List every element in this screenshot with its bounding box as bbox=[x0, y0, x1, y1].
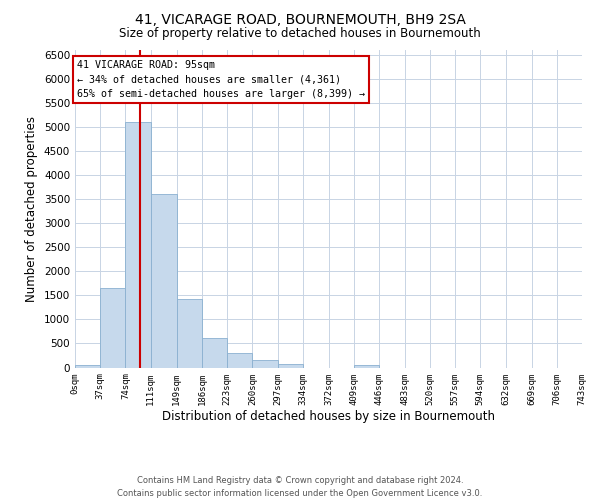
Text: 41 VICARAGE ROAD: 95sqm
← 34% of detached houses are smaller (4,361)
65% of semi: 41 VICARAGE ROAD: 95sqm ← 34% of detache… bbox=[77, 60, 365, 99]
Bar bbox=[151, 194, 176, 368]
Bar bbox=[202, 338, 227, 368]
Bar bbox=[100, 288, 125, 368]
Bar bbox=[176, 299, 202, 368]
Bar bbox=[253, 360, 278, 368]
Text: Contains HM Land Registry data © Crown copyright and database right 2024.
Contai: Contains HM Land Registry data © Crown c… bbox=[118, 476, 482, 498]
Bar bbox=[75, 365, 100, 368]
Bar bbox=[278, 364, 303, 368]
Text: Size of property relative to detached houses in Bournemouth: Size of property relative to detached ho… bbox=[119, 28, 481, 40]
X-axis label: Distribution of detached houses by size in Bournemouth: Distribution of detached houses by size … bbox=[162, 410, 495, 423]
Bar bbox=[227, 353, 253, 368]
Bar bbox=[125, 122, 151, 368]
Bar bbox=[354, 365, 379, 368]
Y-axis label: Number of detached properties: Number of detached properties bbox=[25, 116, 38, 302]
Text: 41, VICARAGE ROAD, BOURNEMOUTH, BH9 2SA: 41, VICARAGE ROAD, BOURNEMOUTH, BH9 2SA bbox=[134, 12, 466, 26]
